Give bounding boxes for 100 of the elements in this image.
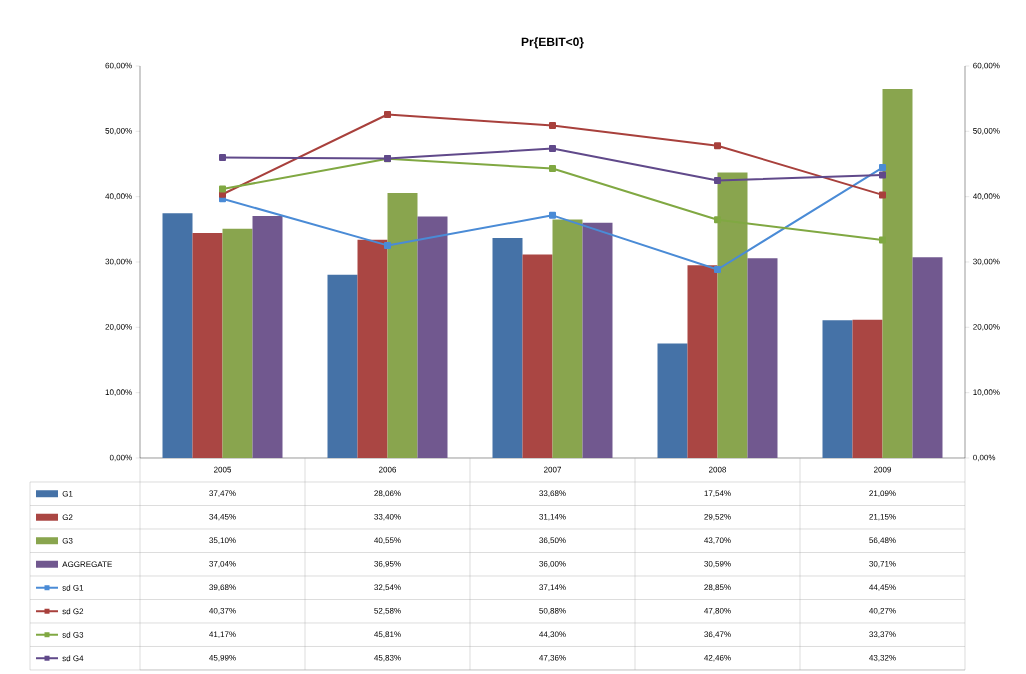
y2-tick-label: 40,00% [972, 193, 1000, 200]
point [219, 185, 227, 193]
bar [417, 216, 448, 458]
y-tick-label: 60,00% [105, 62, 132, 70]
data-label: 40,27% [869, 607, 896, 615]
x-tick-label: 2006 [379, 466, 397, 473]
y2-tick-label: 60,00% [973, 62, 1000, 70]
legend-label: AGGREGATE [62, 561, 112, 568]
point [549, 211, 556, 219]
bar [882, 88, 913, 458]
bar [387, 193, 418, 458]
x-tick-label: 2008 [709, 466, 727, 473]
bar [327, 274, 358, 458]
y-tick-label: 10,00% [105, 389, 132, 396]
data-label: 44,30% [539, 631, 566, 639]
point [879, 191, 886, 199]
legend-label: G3 [62, 537, 73, 544]
data-label: 28,85% [704, 584, 731, 592]
y2-tick-label: 20,00% [973, 324, 1000, 331]
y-tick-label: 20,00% [105, 324, 132, 331]
bar [747, 258, 778, 458]
data-label: 40,55% [374, 537, 401, 545]
data-label: 47,80% [704, 607, 731, 615]
bar [522, 254, 553, 458]
data-label: 39,68% [209, 584, 236, 592]
data-label: 45,99% [209, 654, 236, 662]
point [384, 110, 391, 118]
data-label: 33,40% [374, 513, 401, 521]
point [879, 236, 886, 244]
y-tick-label: 0,00% [109, 454, 132, 462]
data-label: 33,68% [539, 490, 566, 498]
bar [657, 343, 688, 458]
data-label: 52,58% [374, 607, 401, 615]
data-label: 50,88% [539, 607, 566, 615]
bar [492, 237, 523, 458]
point [384, 241, 391, 249]
legend-label: sd G4 [62, 655, 84, 662]
legend-label: G2 [62, 514, 73, 521]
data-label: 37,04% [209, 560, 236, 568]
data-label: 47,36% [539, 654, 566, 662]
data-label: 56,48% [869, 537, 896, 545]
data-label: 45,83% [374, 654, 401, 662]
bar [162, 213, 193, 458]
point [879, 164, 886, 172]
bar [222, 228, 253, 458]
data-label: 36,47% [704, 631, 731, 639]
point [549, 165, 556, 173]
bar [687, 265, 718, 458]
x-tick-label: 2005 [214, 466, 232, 473]
y2-tick-label: 0,00% [973, 454, 996, 462]
data-label: 36,00% [539, 560, 566, 568]
bar [357, 239, 388, 458]
data-label: 43,70% [704, 537, 731, 545]
data-label: 21,15% [869, 513, 896, 521]
data-label: 41,17% [209, 631, 236, 639]
legend-label: sd G3 [62, 631, 84, 638]
data-label: 34,45% [209, 513, 236, 521]
y-tick-label: 40,00% [105, 193, 132, 200]
data-label: 17,54% [704, 490, 731, 498]
point [879, 171, 886, 179]
point [219, 154, 227, 162]
legend-label: sd G2 [62, 608, 84, 615]
y2-tick-label: 50,00% [973, 128, 1000, 135]
bar [552, 219, 583, 458]
data-label: 45,81% [374, 631, 401, 639]
data-label: 36,50% [539, 537, 566, 545]
data-label: 33,37% [869, 631, 896, 639]
y2-tick-label: 10,00% [973, 389, 1000, 396]
data-label: 29,52% [704, 513, 731, 521]
point [714, 266, 721, 274]
data-label: 30,71% [869, 560, 896, 568]
data-label: 32,54% [374, 584, 401, 592]
point [549, 122, 556, 130]
point [714, 216, 721, 224]
bar [252, 216, 283, 458]
y2-tick-label: 30,00% [973, 258, 1000, 266]
x-tick-label: 2009 [874, 466, 892, 473]
point [549, 145, 556, 153]
data-label: 40,37% [209, 607, 236, 615]
y-tick-label: 30,00% [105, 258, 132, 266]
data-label: 37,14% [539, 584, 566, 592]
bar [822, 320, 853, 458]
data-label: 35,10% [209, 537, 236, 545]
y-tick-label: 50,00% [105, 128, 132, 135]
data-label: 28,06% [374, 490, 401, 498]
data-label: 30,59% [704, 560, 731, 568]
chart-title: Pr{EBIT<0} [521, 37, 584, 49]
point [714, 177, 721, 185]
legend-label: G1 [62, 490, 73, 497]
bar [852, 319, 883, 458]
bar [582, 222, 613, 458]
data-label: 21,09% [869, 490, 896, 498]
point [714, 142, 721, 150]
data-label: 37,47% [209, 490, 236, 498]
x-tick-label: 2007 [544, 466, 561, 473]
data-label: 36,95% [374, 560, 401, 568]
bar [912, 257, 943, 458]
data-label: 42,46% [704, 654, 731, 662]
legend-label: sd G1 [62, 584, 84, 591]
bar [192, 232, 223, 458]
